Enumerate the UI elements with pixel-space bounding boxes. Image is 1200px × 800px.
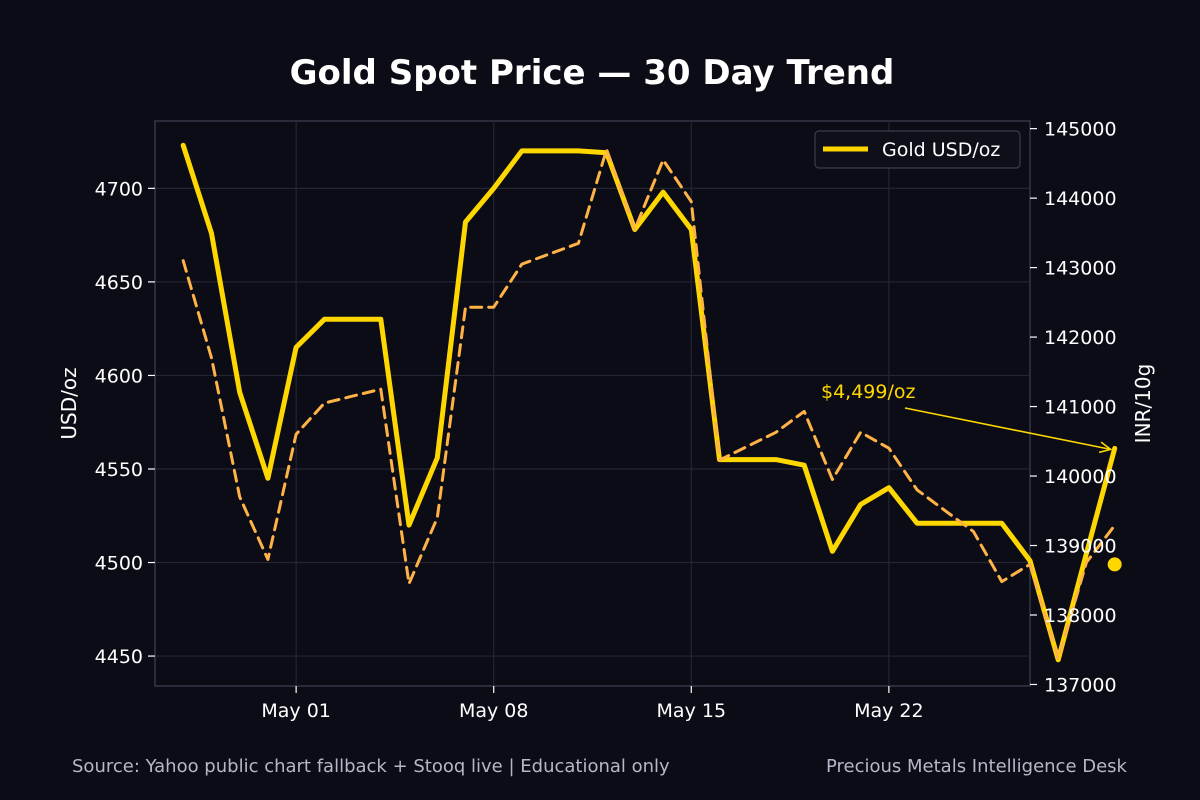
series-line-usd (180, 142, 1118, 663)
annotation-arrow (904, 407, 1111, 451)
y2-tick-label: 138000 (1044, 605, 1117, 627)
y-tick-label: 4600 (95, 365, 143, 387)
x-tick-label: May 01 (261, 700, 331, 722)
y2-tick-label: 144000 (1044, 188, 1117, 210)
y2-tick-label: 143000 (1044, 258, 1117, 280)
y-tick-label: 4500 (95, 553, 143, 575)
legend-label-usd: Gold USD/oz (882, 139, 1000, 161)
y2-tick-label: 141000 (1044, 397, 1117, 419)
axis-ticks: 4450 4500 4550 4600 4650 4700 137000 138000 1390… (95, 119, 1117, 722)
x-tick-label: May 22 (854, 700, 924, 722)
y-tick-label: 4450 (95, 646, 143, 668)
x-tick-label: May 08 (459, 700, 529, 722)
annotation: $4,499/oz (821, 381, 1113, 454)
series-layer (180, 142, 1118, 663)
y-tick-label: 4650 (95, 272, 143, 294)
y2-tick-label: 145000 (1044, 119, 1117, 141)
y2-tick-label: 137000 (1044, 674, 1117, 696)
plot-area (154, 120, 1031, 687)
annotation-arrow-head (1098, 441, 1113, 454)
y-tick-label: 4550 (95, 459, 143, 481)
y-axis-label: USD/oz (57, 367, 81, 439)
gridlines (155, 121, 1030, 686)
y2-tick-label: 139000 (1044, 536, 1117, 558)
y2-axis-label: INR/10g (1131, 364, 1155, 444)
y2-tick-label: 140000 (1044, 466, 1117, 488)
footer-source: Source: Yahoo public chart fallback + St… (72, 756, 670, 777)
legend: Gold USD/oz (814, 130, 1021, 169)
y-tick-label: 4700 (95, 178, 143, 200)
chart-title: Gold Spot Price — 30 Day Trend (290, 53, 895, 93)
highlight-point (1107, 557, 1122, 572)
y2-tick-label: 142000 (1044, 327, 1117, 349)
legend-box (814, 130, 1021, 169)
x-tick-label: May 15 (657, 700, 727, 722)
footer-credit: Precious Metals Intelligence Desk (826, 756, 1128, 777)
annotation-text: $4,499/oz (821, 381, 916, 403)
series-line-inr (181, 148, 1117, 661)
